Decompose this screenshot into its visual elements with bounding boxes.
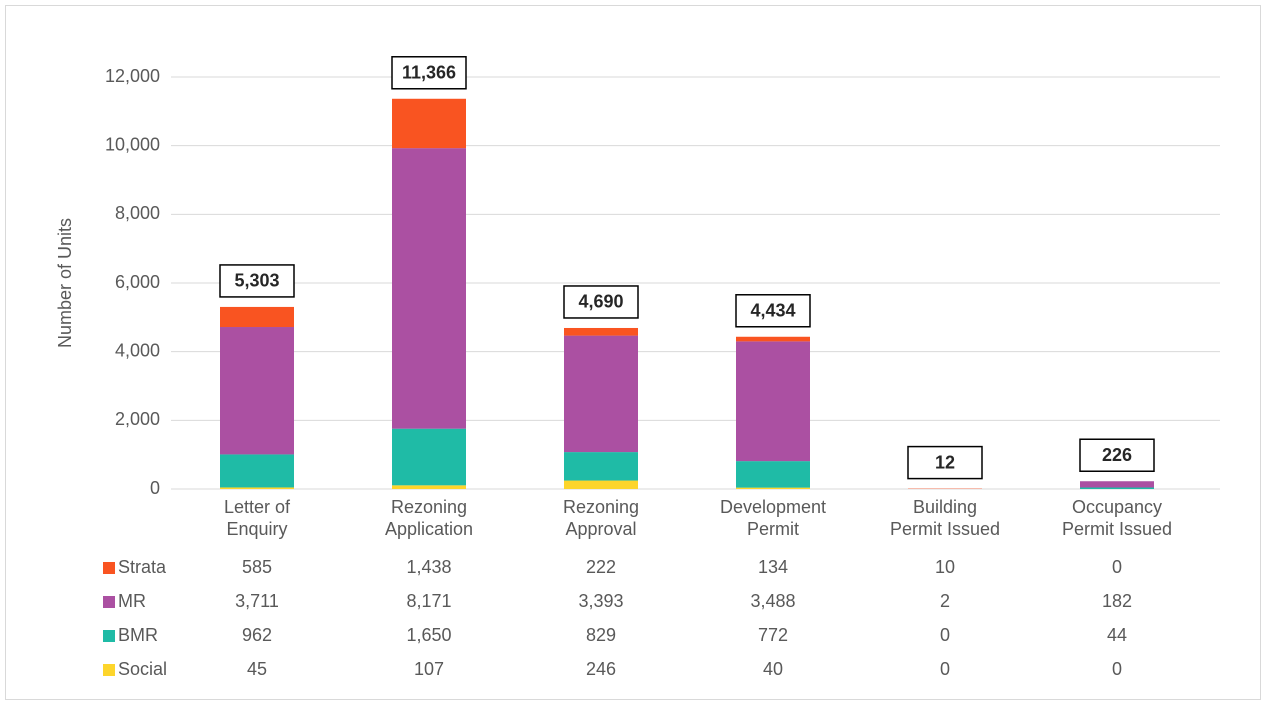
table-cell: 45 bbox=[247, 659, 267, 679]
table-cell: 2 bbox=[940, 591, 950, 611]
total-label-box bbox=[907, 445, 983, 480]
table-cell: 134 bbox=[758, 557, 788, 577]
legend-label: Social bbox=[118, 659, 167, 679]
table-cell: 3,393 bbox=[578, 591, 623, 611]
bar-segment bbox=[736, 336, 810, 342]
table-cell: 1,438 bbox=[406, 557, 451, 577]
bar-segment bbox=[392, 485, 466, 489]
legend-label: MR bbox=[118, 591, 146, 611]
total-label-box bbox=[219, 264, 295, 298]
total-label-box bbox=[735, 294, 811, 328]
table-cell: 962 bbox=[242, 625, 272, 645]
total-label: 226 bbox=[1102, 445, 1132, 465]
table-cell: 40 bbox=[763, 659, 783, 679]
total-label: 5,303 bbox=[234, 271, 279, 291]
total-label: 12 bbox=[935, 452, 955, 472]
table-cell: 3,488 bbox=[750, 591, 795, 611]
x-tick-label: Building Permit Issued bbox=[889, 497, 1001, 539]
total-label-box bbox=[563, 285, 639, 319]
table-cell: 10 bbox=[935, 557, 955, 577]
legend-label: Strata bbox=[118, 557, 167, 577]
x-tick-label: Occupancy Permit Issued bbox=[1061, 497, 1173, 539]
y-tick-label: 0 bbox=[150, 478, 160, 498]
table-cell: 44 bbox=[1107, 625, 1127, 645]
y-tick-label: 4,000 bbox=[115, 340, 160, 360]
bar-segment bbox=[392, 98, 466, 149]
bar-segment bbox=[392, 148, 466, 429]
y-tick-label: 8,000 bbox=[115, 203, 160, 223]
x-tick-label: Rezoning Application bbox=[384, 497, 474, 539]
legend-swatch bbox=[103, 664, 115, 676]
table-cell: 0 bbox=[1112, 557, 1122, 577]
bar-segment bbox=[564, 452, 638, 481]
x-tick-label: Development Permit bbox=[719, 497, 827, 539]
legend-swatch bbox=[103, 596, 115, 608]
bar-segment bbox=[564, 335, 638, 453]
x-tick-label: Rezoning Approval bbox=[562, 497, 640, 539]
table-cell: 0 bbox=[940, 659, 950, 679]
table-cell: 222 bbox=[586, 557, 616, 577]
total-label-box bbox=[1079, 438, 1155, 472]
bar-segment bbox=[220, 327, 294, 455]
table-cell: 772 bbox=[758, 625, 788, 645]
total-label: 4,690 bbox=[578, 292, 623, 312]
bar-segment bbox=[1080, 487, 1154, 489]
bar-segment bbox=[220, 306, 294, 328]
legend-swatch bbox=[103, 562, 115, 574]
y-axis-title: Number of Units bbox=[55, 218, 75, 348]
table-cell: 182 bbox=[1102, 591, 1132, 611]
total-label-box bbox=[391, 56, 467, 90]
bar-segment bbox=[736, 487, 810, 489]
legend-swatch bbox=[103, 630, 115, 642]
bar-segment bbox=[1080, 481, 1154, 488]
table-cell: 3,711 bbox=[235, 591, 279, 611]
table-cell: 829 bbox=[586, 625, 616, 645]
bar-segment bbox=[736, 461, 810, 488]
bar-segment bbox=[736, 341, 810, 462]
bar-segment bbox=[392, 428, 466, 486]
bar-segment bbox=[220, 454, 294, 488]
bar-segment bbox=[564, 480, 638, 489]
y-tick-label: 12,000 bbox=[105, 66, 160, 86]
x-tick-label: Letter of Enquiry bbox=[223, 497, 291, 539]
legend-label: BMR bbox=[118, 625, 158, 645]
table-cell: 246 bbox=[586, 659, 616, 679]
table-cell: 585 bbox=[242, 557, 272, 577]
y-tick-label: 2,000 bbox=[115, 409, 160, 429]
y-tick-label: 10,000 bbox=[105, 134, 160, 154]
total-label: 4,434 bbox=[750, 301, 795, 321]
table-cell: 107 bbox=[414, 659, 444, 679]
bar-segment bbox=[564, 327, 638, 336]
table-cell: 0 bbox=[1112, 659, 1122, 679]
y-tick-label: 6,000 bbox=[115, 272, 160, 292]
bar-segment bbox=[220, 487, 294, 489]
total-label: 11,366 bbox=[402, 63, 456, 83]
table-cell: 0 bbox=[940, 625, 950, 645]
table-cell: 1,650 bbox=[406, 625, 451, 645]
table-cell: 8,171 bbox=[406, 591, 451, 611]
